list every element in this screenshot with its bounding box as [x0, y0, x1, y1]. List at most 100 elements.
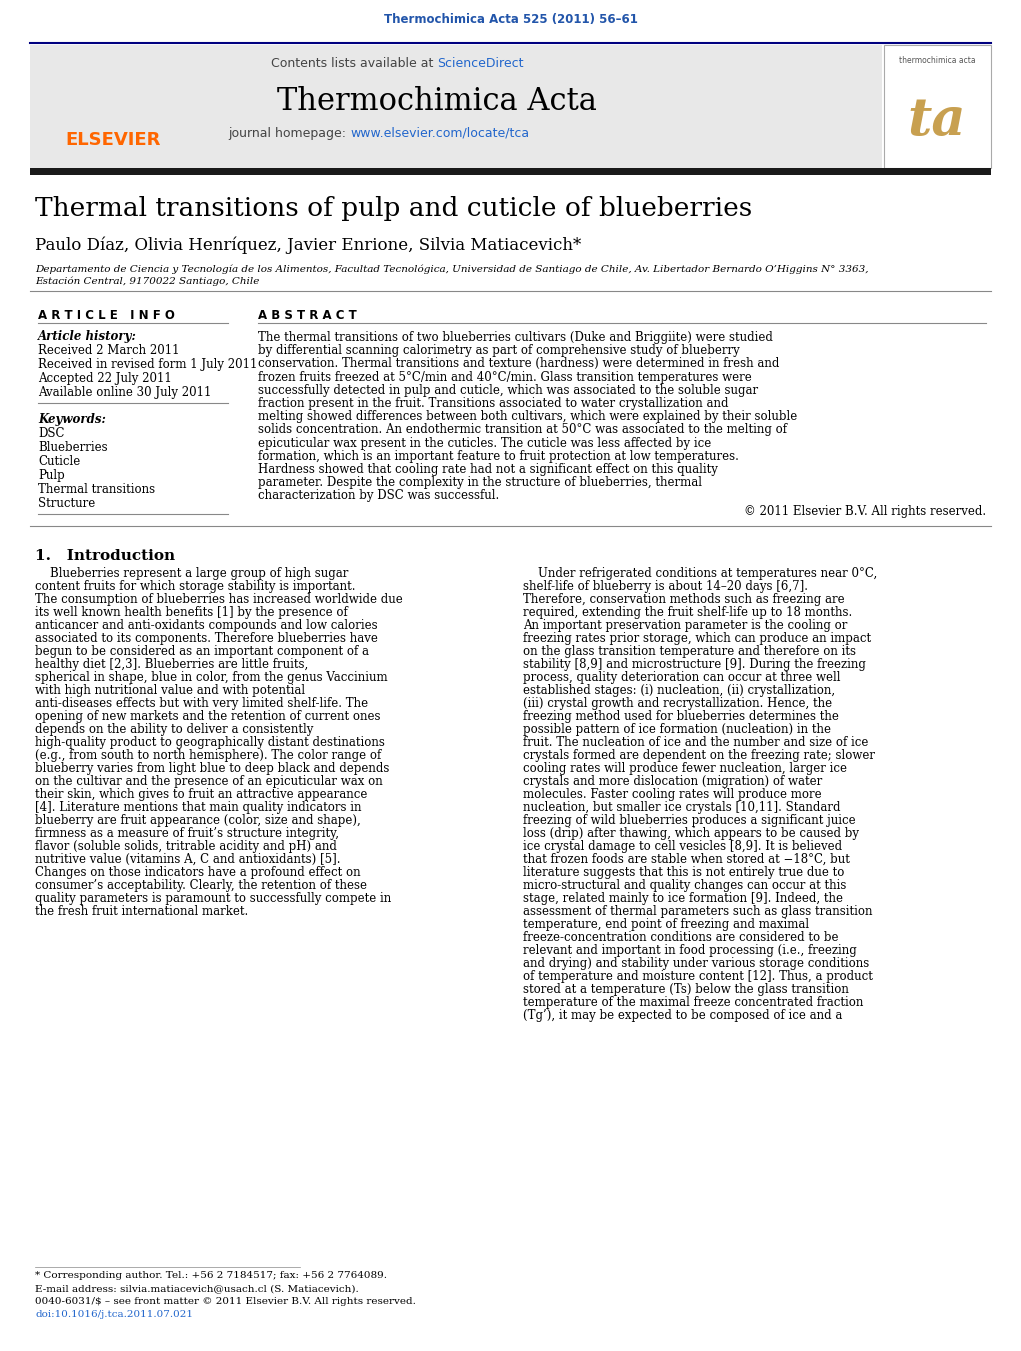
Text: www.elsevier.com/locate/tca: www.elsevier.com/locate/tca — [350, 127, 529, 141]
Text: Therefore, conservation methods such as freezing are: Therefore, conservation methods such as … — [523, 593, 844, 605]
Text: (iii) crystal growth and recrystallization. Hence, the: (iii) crystal growth and recrystallizati… — [523, 697, 832, 709]
Text: Departamento de Ciencia y Tecnología de los Alimentos, Facultad Tecnológica, Uni: Departamento de Ciencia y Tecnología de … — [35, 263, 869, 273]
Text: with high nutritional value and with potential: with high nutritional value and with pot… — [35, 684, 305, 697]
Text: firmness as a measure of fruit’s structure integrity,: firmness as a measure of fruit’s structu… — [35, 827, 339, 839]
Text: Received in revised form 1 July 2011: Received in revised form 1 July 2011 — [38, 358, 257, 372]
Text: thermochimica acta: thermochimica acta — [898, 55, 975, 65]
Text: stored at a temperature (Ts) below the glass transition: stored at a temperature (Ts) below the g… — [523, 982, 848, 996]
Text: * Corresponding author. Tel.: +56 2 7184517; fax: +56 2 7764089.: * Corresponding author. Tel.: +56 2 7184… — [35, 1271, 387, 1279]
Text: Paulo Díaz, Olivia Henríquez, Javier Enrione, Silvia Matiacevich*: Paulo Díaz, Olivia Henríquez, Javier Enr… — [35, 236, 581, 254]
Text: of temperature and moisture content [12]. Thus, a product: of temperature and moisture content [12]… — [523, 970, 873, 982]
Text: An important preservation parameter is the cooling or: An important preservation parameter is t… — [523, 619, 847, 632]
Text: freezing of wild blueberries produces a significant juice: freezing of wild blueberries produces a … — [523, 813, 856, 827]
Text: temperature of the maximal freeze concentrated fraction: temperature of the maximal freeze concen… — [523, 996, 864, 1009]
Text: formation, which is an important feature to fruit protection at low temperatures: formation, which is an important feature… — [258, 450, 739, 463]
Text: A B S T R A C T: A B S T R A C T — [258, 309, 356, 322]
Text: [4]. Literature mentions that main quality indicators in: [4]. Literature mentions that main quali… — [35, 801, 361, 813]
Text: molecules. Faster cooling rates will produce more: molecules. Faster cooling rates will pro… — [523, 788, 822, 801]
Text: depends on the ability to deliver a consistently: depends on the ability to deliver a cons… — [35, 723, 313, 735]
Text: their skin, which gives to fruit an attractive appearance: their skin, which gives to fruit an attr… — [35, 788, 368, 801]
Text: Pulp: Pulp — [38, 469, 64, 482]
Text: anti-diseases effects but with very limited shelf-life. The: anti-diseases effects but with very limi… — [35, 697, 369, 709]
Text: literature suggests that this is not entirely true due to: literature suggests that this is not ent… — [523, 866, 844, 878]
Text: Estación Central, 9170022 Santiago, Chile: Estación Central, 9170022 Santiago, Chil… — [35, 277, 259, 286]
Text: DSC: DSC — [38, 427, 64, 440]
Text: melting showed differences between both cultivars, which were explained by their: melting showed differences between both … — [258, 411, 797, 423]
Text: blueberry are fruit appearance (color, size and shape),: blueberry are fruit appearance (color, s… — [35, 813, 360, 827]
Text: relevant and important in food processing (i.e., freezing: relevant and important in food processin… — [523, 943, 857, 957]
Text: opening of new markets and the retention of current ones: opening of new markets and the retention… — [35, 709, 381, 723]
Text: content fruits for which storage stability is important.: content fruits for which storage stabili… — [35, 580, 355, 593]
Text: micro-structural and quality changes can occur at this: micro-structural and quality changes can… — [523, 878, 846, 892]
Text: epicuticular wax present in the cuticles. The cuticle was less affected by ice: epicuticular wax present in the cuticles… — [258, 436, 712, 450]
Text: Thermochimica Acta: Thermochimica Acta — [277, 86, 597, 118]
Text: the fresh fruit international market.: the fresh fruit international market. — [35, 905, 248, 917]
Bar — [30, 45, 882, 168]
Text: (e.g., from south to north hemisphere). The color range of: (e.g., from south to north hemisphere). … — [35, 748, 381, 762]
Text: that frozen foods are stable when stored at −18°C, but: that frozen foods are stable when stored… — [523, 852, 849, 866]
Text: high-quality product to geographically distant destinations: high-quality product to geographically d… — [35, 735, 385, 748]
Text: Received 2 March 2011: Received 2 March 2011 — [38, 345, 180, 357]
Text: ScienceDirect: ScienceDirect — [437, 57, 524, 70]
Text: fruit. The nucleation of ice and the number and size of ice: fruit. The nucleation of ice and the num… — [523, 735, 869, 748]
Text: spherical in shape, blue in color, from the genus Vaccinium: spherical in shape, blue in color, from … — [35, 670, 388, 684]
Text: Contents lists available at: Contents lists available at — [271, 57, 437, 70]
Text: established stages: (i) nucleation, (ii) crystallization,: established stages: (i) nucleation, (ii)… — [523, 684, 835, 697]
Text: possible pattern of ice formation (nucleation) in the: possible pattern of ice formation (nucle… — [523, 723, 831, 735]
Text: cooling rates will produce fewer nucleation, larger ice: cooling rates will produce fewer nucleat… — [523, 762, 847, 774]
Text: conservation. Thermal transitions and texture (hardness) were determined in fres: conservation. Thermal transitions and te… — [258, 358, 779, 370]
Text: freezing method used for blueberries determines the: freezing method used for blueberries det… — [523, 709, 839, 723]
Text: on the glass transition temperature and therefore on its: on the glass transition temperature and … — [523, 644, 856, 658]
Text: quality parameters is paramount to successfully compete in: quality parameters is paramount to succe… — [35, 892, 391, 905]
Text: associated to its components. Therefore blueberries have: associated to its components. Therefore … — [35, 632, 378, 644]
Text: Thermal transitions: Thermal transitions — [38, 484, 155, 496]
Text: Blueberries: Blueberries — [38, 440, 107, 454]
Text: Accepted 22 July 2011: Accepted 22 July 2011 — [38, 372, 172, 385]
Text: stability [8,9] and microstructure [9]. During the freezing: stability [8,9] and microstructure [9]. … — [523, 658, 866, 670]
Text: flavor (soluble solids, tritrable acidity and pH) and: flavor (soluble solids, tritrable acidit… — [35, 839, 337, 852]
Text: assessment of thermal parameters such as glass transition: assessment of thermal parameters such as… — [523, 905, 873, 917]
Text: The thermal transitions of two blueberries cultivars (Duke and Briggiite) were s: The thermal transitions of two blueberri… — [258, 331, 773, 345]
Text: loss (drip) after thawing, which appears to be caused by: loss (drip) after thawing, which appears… — [523, 827, 859, 839]
Text: blueberry varies from light blue to deep black and depends: blueberry varies from light blue to deep… — [35, 762, 389, 774]
Text: and drying) and stability under various storage conditions: and drying) and stability under various … — [523, 957, 869, 970]
Text: Available online 30 July 2011: Available online 30 July 2011 — [38, 386, 211, 399]
Text: consumer’s acceptability. Clearly, the retention of these: consumer’s acceptability. Clearly, the r… — [35, 878, 367, 892]
Text: 0040-6031/$ – see front matter © 2011 Elsevier B.V. All rights reserved.: 0040-6031/$ – see front matter © 2011 El… — [35, 1297, 416, 1306]
Text: its well known health benefits [1] by the presence of: its well known health benefits [1] by th… — [35, 605, 348, 619]
Text: ta: ta — [908, 96, 966, 146]
Text: process, quality deterioration can occur at three well: process, quality deterioration can occur… — [523, 670, 840, 684]
Text: crystals formed are dependent on the freezing rate; slower: crystals formed are dependent on the fre… — [523, 748, 875, 762]
Text: Article history:: Article history: — [38, 330, 137, 343]
Text: Under refrigerated conditions at temperatures near 0°C,: Under refrigerated conditions at tempera… — [523, 566, 877, 580]
Text: freeze-concentration conditions are considered to be: freeze-concentration conditions are cons… — [523, 931, 838, 943]
Text: required, extending the fruit shelf-life up to 18 months.: required, extending the fruit shelf-life… — [523, 605, 853, 619]
Text: frozen fruits freezed at 5°C/min and 40°C/min. Glass transition temperatures wer: frozen fruits freezed at 5°C/min and 40°… — [258, 370, 751, 384]
Text: freezing rates prior storage, which can produce an impact: freezing rates prior storage, which can … — [523, 632, 871, 644]
Text: doi:10.1016/j.tca.2011.07.021: doi:10.1016/j.tca.2011.07.021 — [35, 1310, 193, 1319]
Bar — [30, 168, 991, 176]
Text: nutritive value (vitamins A, C and antioxidants) [5].: nutritive value (vitamins A, C and antio… — [35, 852, 340, 866]
Text: Thermochimica Acta 525 (2011) 56–61: Thermochimica Acta 525 (2011) 56–61 — [384, 14, 638, 26]
Text: ice crystal damage to cell vesicles [8,9]. It is believed: ice crystal damage to cell vesicles [8,9… — [523, 839, 842, 852]
Text: © 2011 Elsevier B.V. All rights reserved.: © 2011 Elsevier B.V. All rights reserved… — [744, 505, 986, 517]
Text: (Tg’), it may be expected to be composed of ice and a: (Tg’), it may be expected to be composed… — [523, 1009, 842, 1021]
Text: nucleation, but smaller ice crystals [10,11]. Standard: nucleation, but smaller ice crystals [10… — [523, 801, 840, 813]
Text: parameter. Despite the complexity in the structure of blueberries, thermal: parameter. Despite the complexity in the… — [258, 476, 702, 489]
Bar — [884, 45, 991, 168]
Text: temperature, end point of freezing and maximal: temperature, end point of freezing and m… — [523, 917, 809, 931]
Text: fraction present in the fruit. Transitions associated to water crystallization a: fraction present in the fruit. Transitio… — [258, 397, 729, 409]
Text: Thermal transitions of pulp and cuticle of blueberries: Thermal transitions of pulp and cuticle … — [35, 196, 752, 222]
Text: shelf-life of blueberry is about 14–20 days [6,7].: shelf-life of blueberry is about 14–20 d… — [523, 580, 808, 593]
Text: journal homepage:: journal homepage: — [228, 127, 350, 141]
Text: by differential scanning calorimetry as part of comprehensive study of blueberry: by differential scanning calorimetry as … — [258, 345, 740, 357]
Text: E-mail address: silvia.matiacevich@usach.cl (S. Matiacevich).: E-mail address: silvia.matiacevich@usach… — [35, 1283, 358, 1293]
Text: The consumption of blueberries has increased worldwide due: The consumption of blueberries has incre… — [35, 593, 402, 605]
Text: stage, related mainly to ice formation [9]. Indeed, the: stage, related mainly to ice formation [… — [523, 892, 843, 905]
Text: Structure: Structure — [38, 497, 95, 509]
Text: solids concentration. An endothermic transition at 50°C was associated to the me: solids concentration. An endothermic tra… — [258, 423, 787, 436]
Text: Blueberries represent a large group of high sugar: Blueberries represent a large group of h… — [35, 566, 348, 580]
Text: on the cultivar and the presence of an epicuticular wax on: on the cultivar and the presence of an e… — [35, 774, 383, 788]
Text: Cuticle: Cuticle — [38, 455, 81, 467]
Text: begun to be considered as an important component of a: begun to be considered as an important c… — [35, 644, 369, 658]
